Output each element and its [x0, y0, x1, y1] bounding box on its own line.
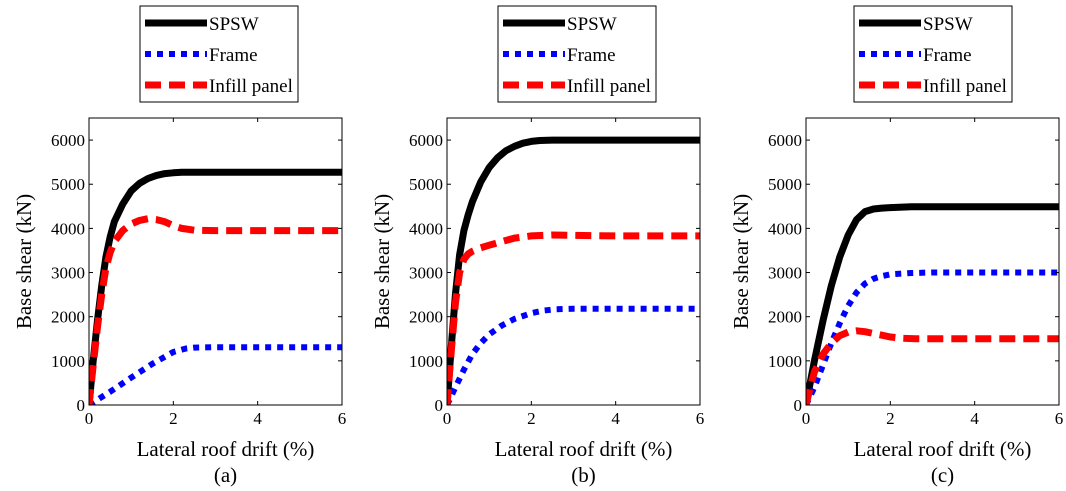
series-line-frame [89, 344, 342, 405]
y-tick-label: 4000 [51, 219, 85, 238]
y-tick-label: 4000 [768, 219, 802, 238]
y-axis-label: Base shear (kN) [370, 194, 394, 329]
y-tick-label: 3000 [51, 264, 85, 283]
y-tick-label: 1000 [768, 352, 802, 371]
y-tick-label: 5000 [51, 175, 85, 194]
y-tick-label: 1000 [409, 352, 443, 371]
legend-label: SPSW [923, 14, 973, 35]
legend-label: SPSW [567, 14, 617, 35]
panel-caption: (c) [931, 463, 954, 487]
legend-label: SPSW [209, 14, 259, 35]
x-tick-label: 6 [696, 409, 705, 428]
legend-label: Infill panel [567, 76, 651, 97]
chart-1: 0 1000 2000 3000 4000 5000 6000 0 2 4 6 Lateral roo… [12, 5, 347, 487]
plot-area [89, 168, 342, 405]
series-line-infill-panel [806, 327, 1059, 405]
legend: SPSW Frame Infill panel [139, 5, 299, 103]
axes-box [446, 117, 701, 406]
plot-area [447, 136, 700, 405]
series-line-infill-panel [447, 231, 700, 405]
axes-box [805, 117, 1060, 406]
legend-label: Frame [923, 45, 972, 66]
x-tick-label: 2 [527, 409, 536, 428]
y-tick-label: 3000 [768, 264, 802, 283]
legend-label: Frame [567, 45, 616, 66]
legend-label: Frame [209, 45, 258, 66]
y-tick-label: 6000 [409, 131, 443, 150]
x-tick-label: 6 [1055, 409, 1064, 428]
y-tick-label: 2000 [51, 308, 85, 327]
x-axis-label: Lateral roof drift (%) [137, 437, 315, 461]
x-axis-label: Lateral roof drift (%) [495, 437, 673, 461]
x-tick-label: 4 [970, 409, 979, 428]
legend-label: Infill panel [923, 76, 1007, 97]
chart-2: 0 1000 2000 3000 4000 5000 6000 0 2 4 6 Lateral roo… [370, 5, 705, 487]
y-tick-label: 0 [794, 396, 803, 415]
y-tick-label: 0 [435, 396, 444, 415]
legend: SPSW Frame Infill panel [497, 5, 657, 103]
y-tick-label: 6000 [768, 131, 802, 150]
y-tick-label: 6000 [51, 131, 85, 150]
panel-caption: (b) [571, 463, 596, 487]
chart-3: 0 1000 2000 3000 4000 5000 6000 0 2 4 6 Lateral roo… [729, 5, 1064, 487]
y-tick-label: 1000 [51, 352, 85, 371]
x-tick-label: 0 [443, 409, 452, 428]
x-tick-label: 4 [611, 409, 620, 428]
y-axis-label: Base shear (kN) [729, 194, 753, 329]
legend: SPSW Frame Infill panel [853, 5, 1013, 103]
axes-box [88, 117, 343, 406]
x-tick-label: 2 [886, 409, 895, 428]
y-tick-label: 2000 [409, 308, 443, 327]
y-tick-label: 5000 [768, 175, 802, 194]
x-tick-label: 2 [169, 409, 178, 428]
legend-box [139, 5, 299, 103]
y-tick-label: 3000 [409, 264, 443, 283]
series-line-infill-panel [89, 215, 342, 405]
x-tick-label: 0 [85, 409, 94, 428]
series-line-spsw [89, 168, 342, 405]
y-tick-label: 4000 [409, 219, 443, 238]
series-line-spsw [447, 136, 700, 405]
x-tick-label: 6 [338, 409, 347, 428]
panel-caption: (a) [214, 463, 237, 487]
x-axis-label: Lateral roof drift (%) [854, 437, 1032, 461]
series-line-frame [447, 305, 700, 405]
legend-label: Infill panel [209, 76, 293, 97]
x-tick-label: 0 [802, 409, 811, 428]
x-tick-label: 4 [253, 409, 262, 428]
y-tick-label: 2000 [768, 308, 802, 327]
series-line-spsw [806, 203, 1059, 405]
y-tick-label: 0 [77, 396, 86, 415]
y-tick-label: 5000 [409, 175, 443, 194]
plot-area [806, 203, 1059, 405]
y-axis-label: Base shear (kN) [12, 194, 36, 329]
